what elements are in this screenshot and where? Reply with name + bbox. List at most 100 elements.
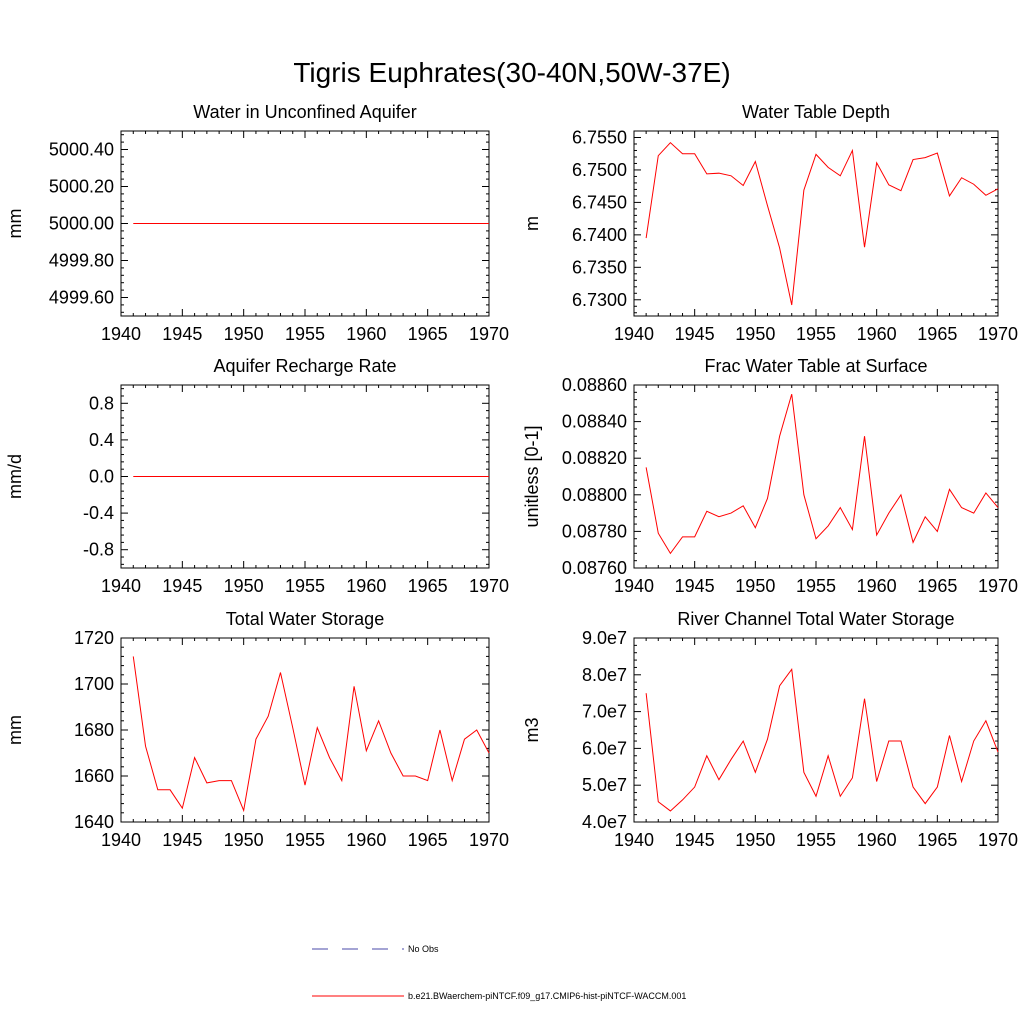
x-tick-label: 1965: [408, 324, 448, 344]
x-tick-label: 1970: [978, 576, 1018, 596]
panel-title: River Channel Total Water Storage: [677, 609, 954, 629]
legend-model-label: b.e21.BWaerchem-piNTCF.f09_g17.CMIP6-his…: [408, 991, 686, 1001]
y-tick-label: 4.0e7: [582, 812, 627, 832]
y-tick-label: 4999.80: [49, 251, 114, 271]
panel-title: Water in Unconfined Aquifer: [193, 102, 416, 122]
x-tick-label: 1960: [346, 576, 386, 596]
series-line: [645, 141, 999, 306]
panel-title: Water Table Depth: [742, 102, 890, 122]
y-tick-label: 0.08840: [562, 412, 627, 432]
x-tick-label: 1960: [857, 324, 897, 344]
y-tick-label: 5.0e7: [582, 775, 627, 795]
y-axis-label: mm/d: [5, 454, 25, 499]
y-tick-label: 6.0e7: [582, 738, 627, 758]
y-tick-label: 6.7400: [572, 225, 627, 245]
x-tick-label: 1950: [735, 324, 775, 344]
x-tick-label: 1945: [675, 830, 715, 850]
x-tick-label: 1965: [917, 324, 957, 344]
y-axis-label: unitless [0-1]: [522, 425, 542, 527]
x-tick-label: 1960: [346, 830, 386, 850]
plot-frame: [633, 130, 999, 317]
y-tick-label: 0.8: [89, 393, 114, 413]
panel-4: Frac Water Table at Surface 1940 1945 1950 1…: [522, 356, 1018, 596]
y-tick-label: 1680: [74, 720, 114, 740]
plot-frame: [633, 384, 999, 569]
y-tick-label: 5000.40: [49, 140, 114, 160]
series-line: [645, 667, 999, 812]
y-tick-label: 1640: [74, 812, 114, 832]
x-tick-label: 1955: [285, 576, 325, 596]
x-tick-label: 1955: [285, 830, 325, 850]
x-tick-label: 1960: [346, 324, 386, 344]
y-tick-label: 5000.00: [49, 214, 114, 234]
x-tick-label: 1945: [675, 324, 715, 344]
x-tick-label: 1970: [469, 324, 509, 344]
x-tick-label: 1945: [162, 830, 202, 850]
y-tick-label: 0.08780: [562, 521, 627, 541]
y-tick-label: -0.8: [83, 540, 114, 560]
x-tick-label: 1940: [101, 576, 141, 596]
x-tick-label: 1970: [978, 324, 1018, 344]
y-tick-label: 1720: [74, 628, 114, 648]
y-tick-label: 1700: [74, 674, 114, 694]
panel-5: Total Water Storage 1940 1945 1950 1955 1960 1…: [5, 609, 509, 850]
series-line: [645, 394, 999, 555]
x-tick-label: 1960: [857, 576, 897, 596]
y-tick-label: 6.7450: [572, 192, 627, 212]
panels: Water in Unconfined Aquifer 1940 1945 1950 1…: [5, 102, 1018, 850]
x-tick-label: 1960: [857, 830, 897, 850]
x-tick-label: 1970: [978, 830, 1018, 850]
y-tick-label: 6.7350: [572, 257, 627, 277]
y-tick-label: 0.08800: [562, 485, 627, 505]
y-tick-label: 0.08760: [562, 558, 627, 578]
x-tick-label: 1950: [735, 830, 775, 850]
y-axis-label: m3: [522, 717, 542, 742]
panel-3: Aquifer Recharge Rate 1940 1945 1950 1955 196…: [5, 356, 509, 596]
x-tick-label: 1940: [614, 576, 654, 596]
x-tick-label: 1940: [614, 324, 654, 344]
x-tick-label: 1955: [796, 324, 836, 344]
plot-frame: [633, 637, 999, 823]
panel-2: Water Table Depth 1940 1945 1950 1955 1960 196…: [522, 102, 1018, 344]
x-tick-label: 1965: [917, 576, 957, 596]
y-tick-label: 7.0e7: [582, 702, 627, 722]
y-tick-label: 6.7550: [572, 127, 627, 147]
y-tick-label: 0.08860: [562, 375, 627, 395]
plot-frame: [120, 637, 490, 823]
x-tick-label: 1965: [408, 576, 448, 596]
y-tick-label: 8.0e7: [582, 665, 627, 685]
y-tick-label: 4999.60: [49, 288, 114, 308]
x-tick-label: 1965: [917, 830, 957, 850]
y-tick-label: 9.0e7: [582, 628, 627, 648]
legend-obs-label: No Obs: [408, 944, 439, 954]
x-tick-label: 1950: [224, 324, 264, 344]
x-tick-label: 1950: [224, 830, 264, 850]
y-tick-label: 6.7500: [572, 160, 627, 180]
panel-title: Total Water Storage: [226, 609, 384, 629]
y-tick-label: 5000.20: [49, 177, 114, 197]
y-tick-label: 1660: [74, 766, 114, 786]
legend: No Obs b.e21.BWaerchem-piNTCF.f09_g17.CM…: [312, 944, 686, 1001]
series-line: [132, 656, 490, 813]
x-tick-label: 1970: [469, 576, 509, 596]
figure-title: Tigris Euphrates(30-40N,50W-37E): [293, 57, 730, 88]
x-tick-label: 1965: [408, 830, 448, 850]
y-tick-label: 0.0: [89, 467, 114, 487]
x-tick-label: 1955: [796, 576, 836, 596]
x-tick-label: 1955: [285, 324, 325, 344]
x-tick-label: 1940: [101, 830, 141, 850]
y-tick-label: 0.4: [89, 430, 114, 450]
y-axis-label: m: [522, 216, 542, 231]
x-tick-label: 1955: [796, 830, 836, 850]
x-tick-label: 1950: [735, 576, 775, 596]
x-tick-label: 1970: [469, 830, 509, 850]
x-tick-label: 1940: [101, 324, 141, 344]
panel-1: Water in Unconfined Aquifer 1940 1945 1950 1…: [5, 102, 509, 344]
y-axis-label: mm: [5, 209, 25, 239]
y-tick-label: -0.4: [83, 503, 114, 523]
x-tick-label: 1950: [224, 576, 264, 596]
panel-title: Frac Water Table at Surface: [704, 356, 927, 376]
x-tick-label: 1945: [675, 576, 715, 596]
panel-title: Aquifer Recharge Rate: [213, 356, 396, 376]
y-tick-label: 6.7300: [572, 290, 627, 310]
